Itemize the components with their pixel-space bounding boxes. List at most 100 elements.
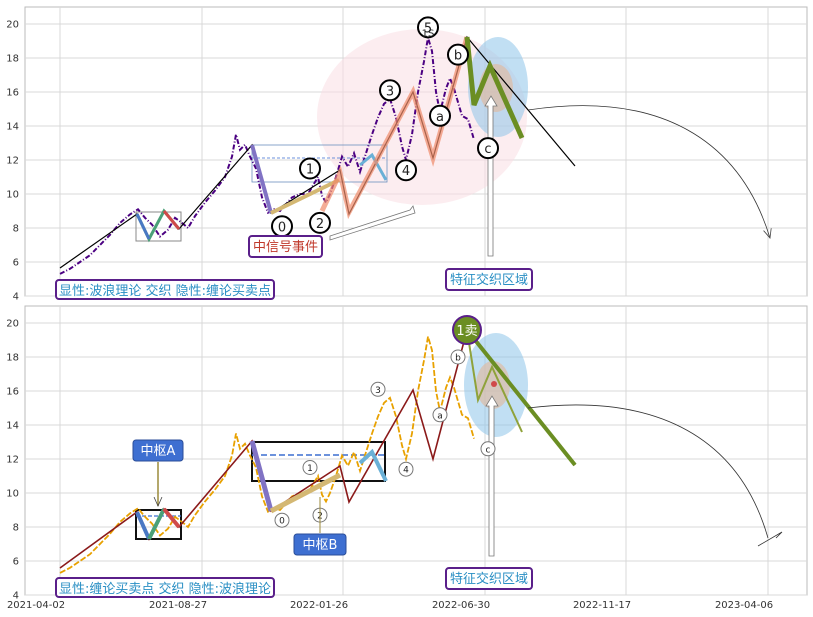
red-small-top xyxy=(162,210,181,230)
wave-label-circle xyxy=(429,104,451,127)
small-green-bottom xyxy=(147,508,166,540)
projection-arc-top xyxy=(527,105,770,238)
x-tick-label: 2022-06-30 xyxy=(432,600,490,611)
zhongshu-a-tag xyxy=(132,439,184,462)
zhongshu-b-label: 中枢B xyxy=(303,538,338,553)
green-stroke-top xyxy=(464,36,525,140)
wave-label-circle xyxy=(370,381,386,397)
signal-arrow-top xyxy=(329,205,416,241)
wave-label-circle xyxy=(432,407,448,423)
tan-stroke-bottom xyxy=(269,472,342,514)
wave-label-text: 1 xyxy=(307,464,313,474)
top-annotations: 中信号事件 特征交织区域 显性:波浪理论 交织 隐性:缠论买卖点 xyxy=(55,235,533,300)
wave-label-text: 1 xyxy=(306,163,314,178)
wave-label-text: 0 xyxy=(279,517,285,527)
top-price-series xyxy=(59,37,475,275)
wave-label-circle xyxy=(274,512,290,528)
sell-point-marker xyxy=(452,315,482,345)
bottom-y-ticks: 4 6 8 10 12 14 16 18 20 xyxy=(6,319,19,602)
wave-label-circle xyxy=(398,461,414,477)
red-dot-bottom xyxy=(491,381,497,387)
wave-label-text: b xyxy=(455,354,461,364)
y-tick-label: 8 xyxy=(13,224,19,235)
feature-zone-box-bottom xyxy=(445,567,533,590)
wave-5-inner-text: 1S xyxy=(422,28,435,39)
x-tick-label: 2022-01-26 xyxy=(290,600,348,611)
wave-label-text: c xyxy=(484,142,491,157)
caption-box-bottom xyxy=(55,577,275,598)
middle-signal-label: 中信号事件 xyxy=(253,240,318,255)
price-line xyxy=(59,37,475,275)
bottom-strokes xyxy=(59,328,783,569)
y-tick-label: 4 xyxy=(13,292,19,303)
wave-label-text: 0 xyxy=(278,220,286,235)
y-tick-label: 8 xyxy=(13,523,19,534)
sell-point-label: 1卖 xyxy=(456,324,477,339)
y-tick-label: 16 xyxy=(6,387,19,398)
x-ticks: 2021-04-02 2021-08-27 2022-01-26 2022-06-30… xyxy=(7,600,773,611)
wave-label-circle xyxy=(302,460,318,475)
up-arrow-bottom xyxy=(485,395,499,557)
y-tick-label: 6 xyxy=(13,258,19,269)
up-arrow-top xyxy=(484,95,498,257)
bottom-wave-labels: 01234abc xyxy=(274,349,496,528)
wave-label-circle xyxy=(379,79,401,102)
y-tick-label: 10 xyxy=(6,190,19,201)
olive-stroke-bottom xyxy=(465,328,577,467)
y-tick-label: 20 xyxy=(6,319,19,330)
top-y-ticks: 4 6 8 10 12 14 16 18 20 xyxy=(6,20,19,303)
zhongshu-a-label: 中枢A xyxy=(141,444,176,459)
wave-label-text: 4 xyxy=(403,466,409,476)
blue-small-top xyxy=(135,213,151,240)
caption-bottom: 显性:缠论买卖点 交织 隐性:波浪理论 xyxy=(59,581,271,597)
y-tick-label: 16 xyxy=(6,88,19,99)
top-grid xyxy=(25,7,807,297)
top-wave-labels: 0 1 2 3 4 5 a b c 1S xyxy=(271,16,499,238)
caption-top: 显性:波浪理论 交织 隐性:缠论买卖点 xyxy=(59,283,271,299)
zhongshu-b-tag xyxy=(293,533,347,556)
feature-zone-label-top: 特征交织区域 xyxy=(450,272,528,288)
wave-label-text: c xyxy=(486,445,491,455)
y-tick-label: 6 xyxy=(13,557,19,568)
projection-arc-bottom xyxy=(527,404,769,539)
caption-box-top xyxy=(55,279,275,300)
salmon-stroke-top xyxy=(319,36,470,220)
wave-label-text: 2 xyxy=(316,217,324,232)
feature-zone-box-top xyxy=(445,268,533,291)
x-tick-label: 2023-04-06 xyxy=(715,600,773,611)
wave-label-text: b xyxy=(454,49,462,64)
tan-stroke-top xyxy=(270,178,340,215)
wave-label-circle xyxy=(299,157,321,180)
feature-zone-label-bottom: 特征交织区域 xyxy=(450,571,528,587)
y-tick-label: 20 xyxy=(6,20,19,31)
y-tick-label: 18 xyxy=(6,353,19,364)
blue-stroke-top xyxy=(359,152,388,181)
purple-stroke-top xyxy=(250,144,273,214)
y-tick-label: 18 xyxy=(6,54,19,65)
y-tick-label: 10 xyxy=(6,489,19,500)
y-tick-label: 14 xyxy=(6,421,19,432)
wave-label-circle xyxy=(450,349,466,365)
small-red-bottom xyxy=(162,507,181,529)
wave-label-circle xyxy=(417,16,439,39)
wave-label-circle xyxy=(309,211,331,234)
wave-label-circle xyxy=(480,441,496,457)
wave-label-circle xyxy=(395,159,417,182)
purple-stroke-bottom xyxy=(249,440,274,512)
wave-label-text: 4 xyxy=(402,164,410,179)
middle-signal-box xyxy=(248,235,323,258)
wave-label-text: a xyxy=(436,110,444,125)
bottom-annotations: 1卖 中枢A 中枢B 特征交织区域 显性:缠论买卖点 交织 隐性:波浪理论 xyxy=(55,315,533,598)
y-tick-label: 12 xyxy=(6,455,19,466)
wave-label-text: 3 xyxy=(386,84,394,99)
wave-label-circle xyxy=(447,43,469,66)
wave-label-text: 5 xyxy=(424,21,432,36)
small-blue-bottom xyxy=(135,511,151,540)
y-tick-label: 4 xyxy=(13,591,19,602)
y-tick-label: 12 xyxy=(6,156,19,167)
projection-end-bottom xyxy=(757,531,783,547)
wave-label-circle xyxy=(477,137,499,160)
blue-stroke-bottom xyxy=(358,448,388,482)
top-strokes xyxy=(59,35,770,269)
